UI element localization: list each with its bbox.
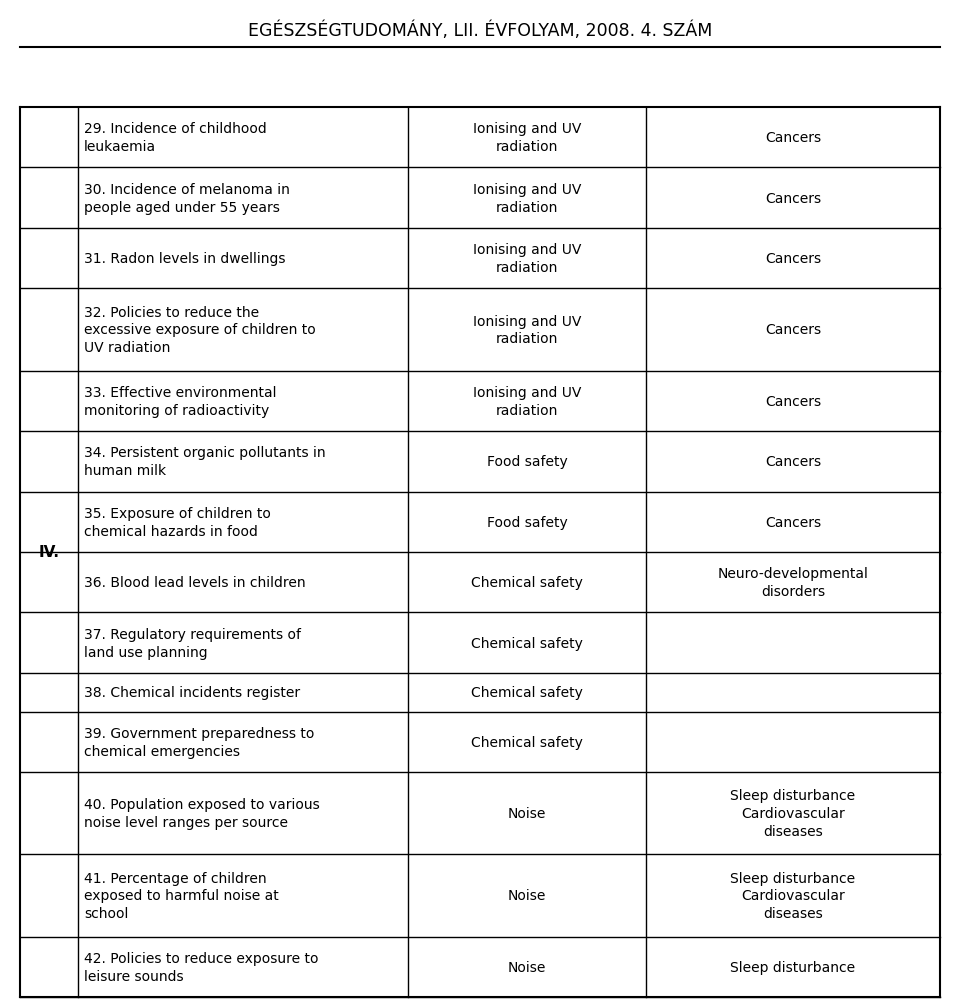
Text: Ionising and UV
radiation: Ionising and UV radiation [473, 314, 581, 346]
Text: 30. Incidence of melanoma in
people aged under 55 years: 30. Incidence of melanoma in people aged… [84, 183, 290, 215]
Text: Ionising and UV
radiation: Ionising and UV radiation [473, 385, 581, 417]
Text: Cancers: Cancers [765, 454, 821, 468]
Text: EGÉSZSÉGTUDOMÁNY, LII. ÉVFOLYAM, 2008. 4. SZÁM: EGÉSZSÉGTUDOMÁNY, LII. ÉVFOLYAM, 2008. 4… [248, 22, 712, 40]
Text: Ionising and UV
radiation: Ionising and UV radiation [473, 122, 581, 154]
Text: Chemical safety: Chemical safety [471, 576, 583, 590]
Text: Noise: Noise [508, 960, 546, 974]
Text: Sleep disturbance
Cardiovascular
diseases: Sleep disturbance Cardiovascular disease… [731, 788, 855, 839]
Text: 35. Exposure of children to
chemical hazards in food: 35. Exposure of children to chemical haz… [84, 507, 271, 539]
Text: 33. Effective environmental
monitoring of radioactivity: 33. Effective environmental monitoring o… [84, 385, 276, 417]
Text: Cancers: Cancers [765, 516, 821, 530]
Text: 39. Government preparedness to
chemical emergencies: 39. Government preparedness to chemical … [84, 726, 314, 758]
Text: Chemical safety: Chemical safety [471, 735, 583, 749]
Text: 36. Blood lead levels in children: 36. Blood lead levels in children [84, 576, 305, 590]
Text: 31. Radon levels in dwellings: 31. Radon levels in dwellings [84, 252, 285, 266]
Text: Food safety: Food safety [487, 516, 567, 530]
Text: 38. Chemical incidents register: 38. Chemical incidents register [84, 686, 300, 699]
Text: Noise: Noise [508, 889, 546, 903]
Text: 41. Percentage of children
exposed to harmful noise at
school: 41. Percentage of children exposed to ha… [84, 871, 278, 921]
Text: Ionising and UV
radiation: Ionising and UV radiation [473, 183, 581, 215]
Text: Neuro-developmental
disorders: Neuro-developmental disorders [717, 567, 869, 599]
Text: 42. Policies to reduce exposure to
leisure sounds: 42. Policies to reduce exposure to leisu… [84, 951, 319, 983]
Text: Chemical safety: Chemical safety [471, 686, 583, 699]
Text: Cancers: Cancers [765, 394, 821, 408]
Text: 32. Policies to reduce the
excessive exposure of children to
UV radiation: 32. Policies to reduce the excessive exp… [84, 305, 316, 355]
Text: Chemical safety: Chemical safety [471, 636, 583, 650]
Text: Cancers: Cancers [765, 252, 821, 266]
Text: 29. Incidence of childhood
leukaemia: 29. Incidence of childhood leukaemia [84, 122, 267, 154]
Text: Ionising and UV
radiation: Ionising and UV radiation [473, 243, 581, 275]
Text: Cancers: Cancers [765, 192, 821, 206]
Text: Cancers: Cancers [765, 131, 821, 145]
Text: Sleep disturbance
Cardiovascular
diseases: Sleep disturbance Cardiovascular disease… [731, 871, 855, 921]
Text: IV.: IV. [38, 545, 60, 560]
Text: 34. Persistent organic pollutants in
human milk: 34. Persistent organic pollutants in hum… [84, 446, 325, 477]
Text: Food safety: Food safety [487, 454, 567, 468]
Text: 40. Population exposed to various
noise level ranges per source: 40. Population exposed to various noise … [84, 797, 320, 829]
Text: Sleep disturbance: Sleep disturbance [731, 960, 855, 974]
Text: Cancers: Cancers [765, 323, 821, 337]
Text: 37. Regulatory requirements of
land use planning: 37. Regulatory requirements of land use … [84, 627, 301, 659]
Text: Noise: Noise [508, 806, 546, 820]
